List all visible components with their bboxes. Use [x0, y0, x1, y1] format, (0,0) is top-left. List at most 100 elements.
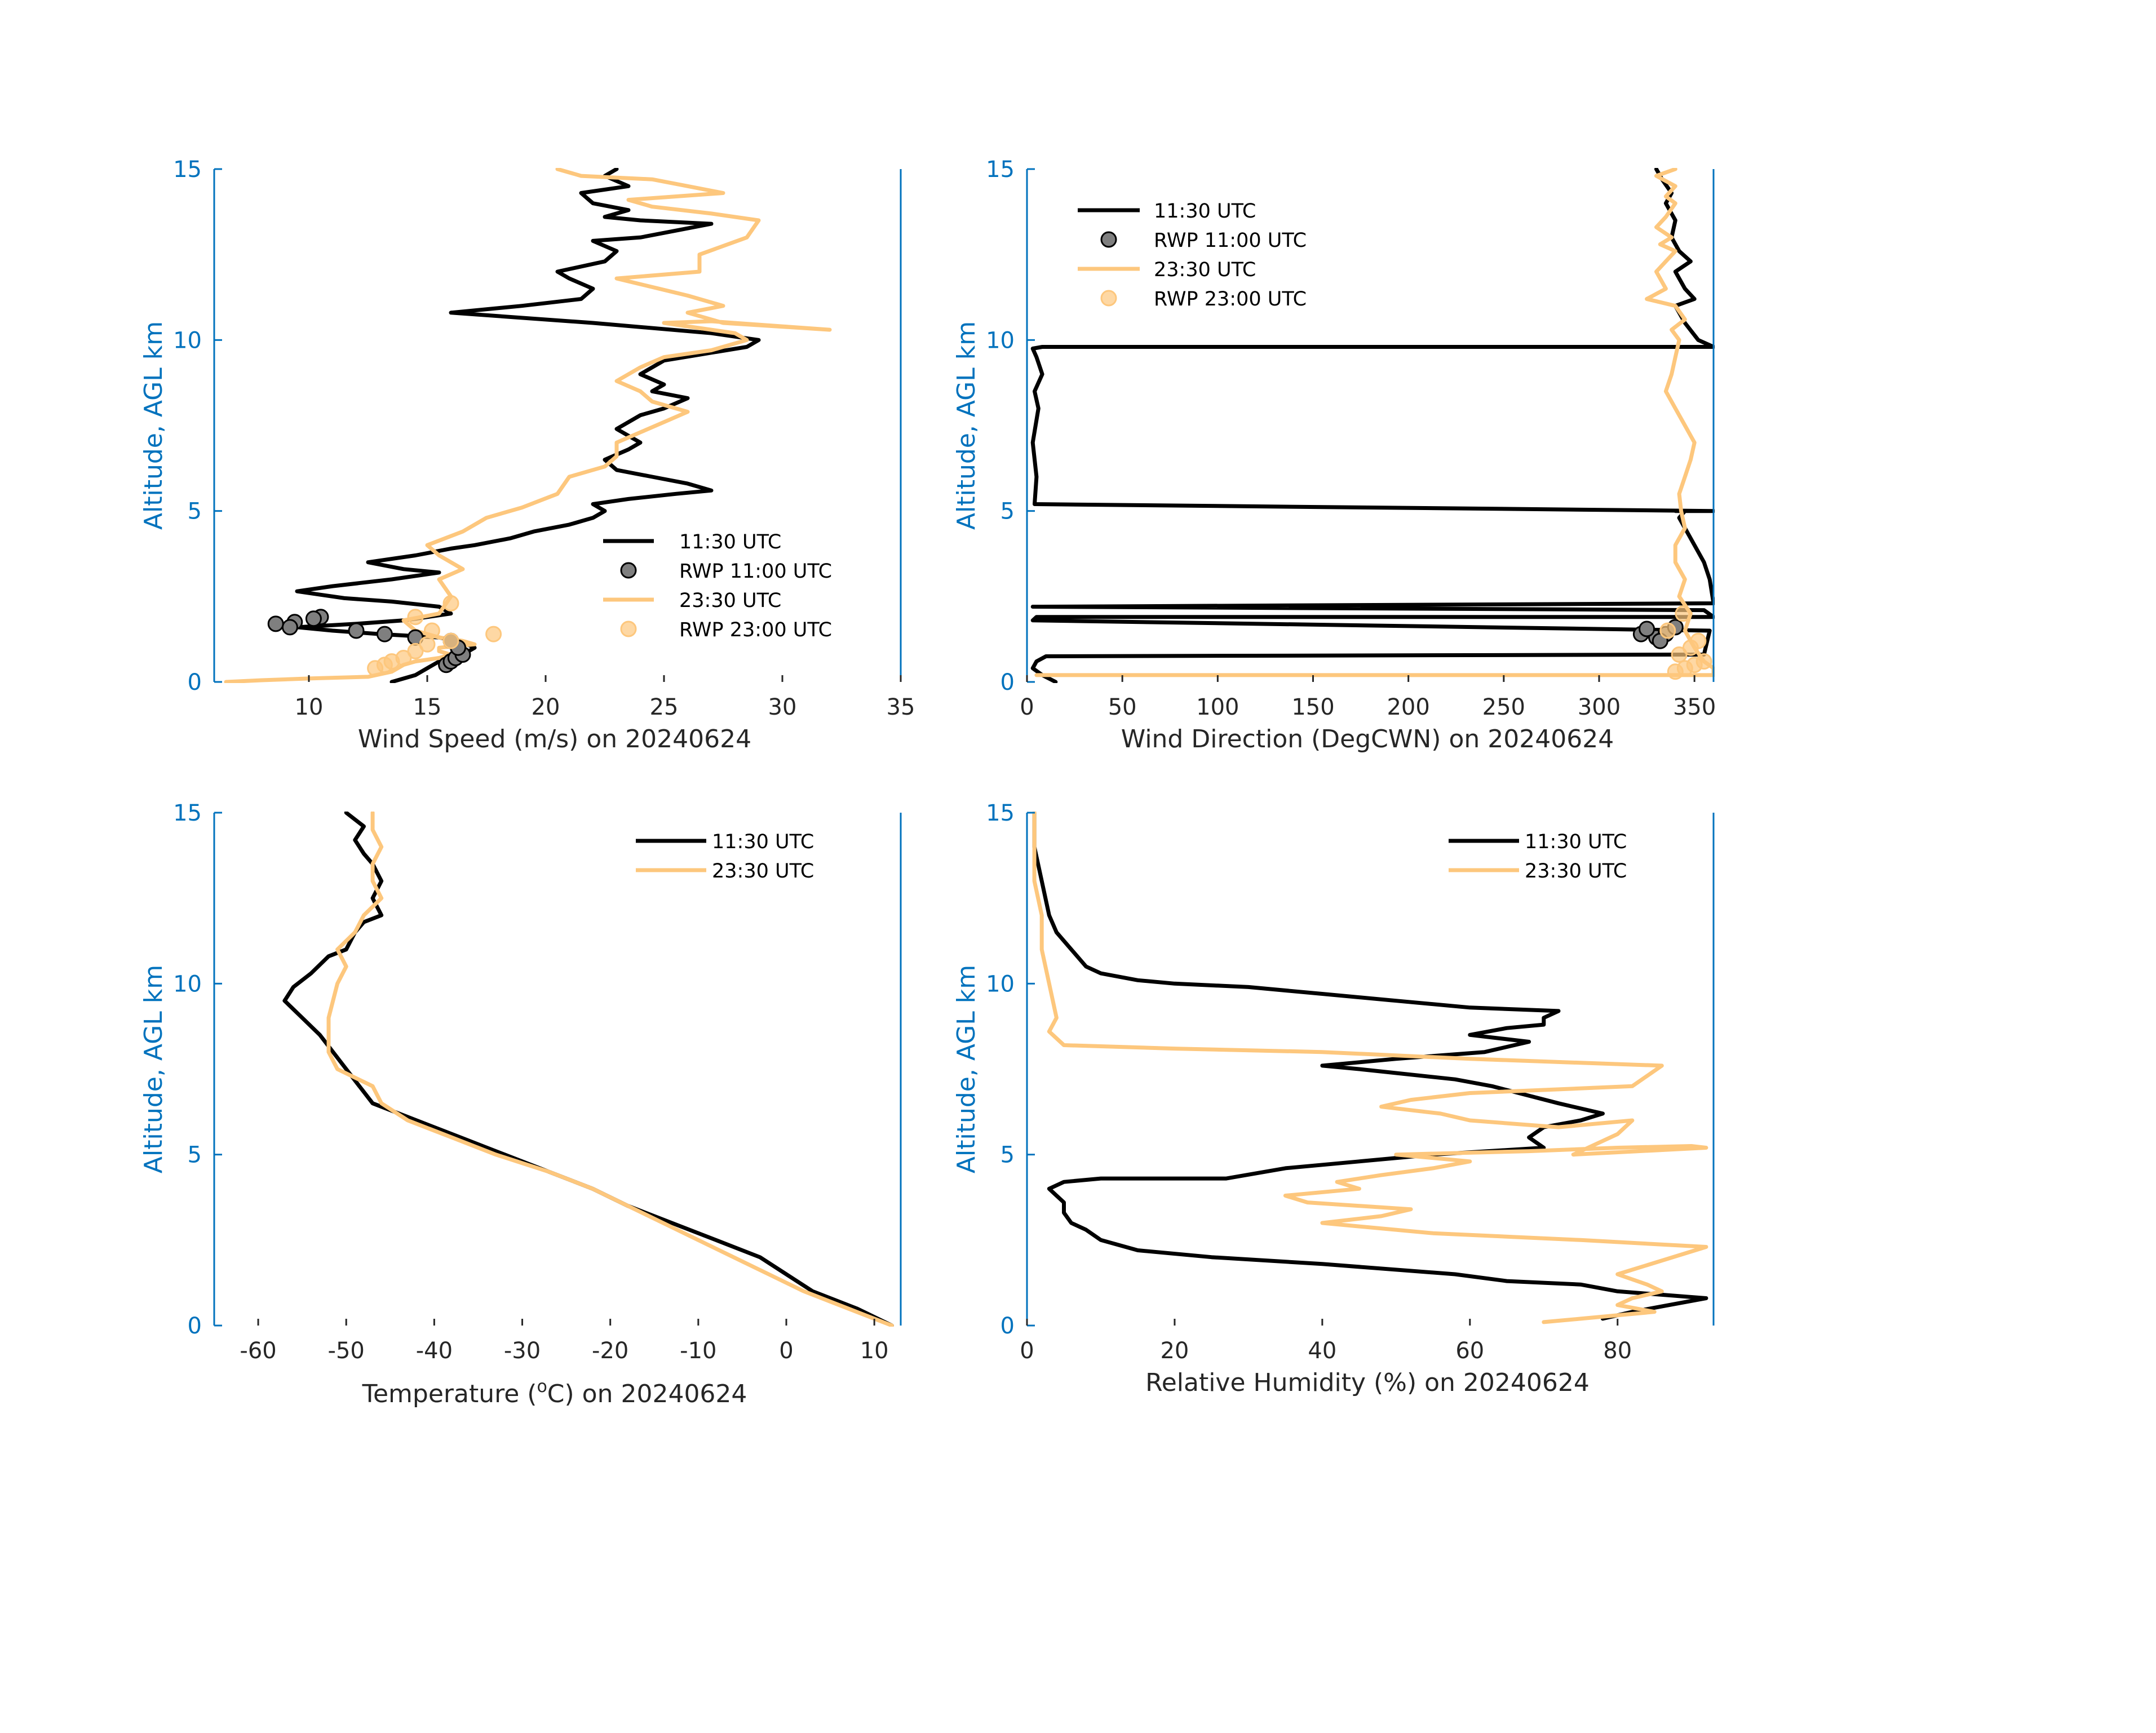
legend-label-1130: 11:30 UTC [1154, 200, 1256, 223]
legend-label-rwp-1100: RWP 11:00 UTC [1154, 229, 1307, 252]
wind-speed-series-group [224, 168, 832, 683]
wind-direction-point-rwp-23-00-utc [1695, 653, 1712, 670]
temperature-xtick-label: -30 [504, 1338, 541, 1364]
wind-speed-ylabel: Altitude, AGL km [139, 321, 168, 530]
wind-direction-xtick-label: 350 [1673, 694, 1716, 720]
legend-label-2330: 23:30 UTC [679, 590, 781, 612]
temperature-legend: 11:30 UTC 23:30 UTC [636, 831, 814, 883]
wind-direction-xtick-label: 0 [1020, 694, 1034, 720]
wind-direction-ytick-label: 10 [986, 327, 1015, 353]
relative-humidity-xtick-label: 40 [1308, 1338, 1336, 1364]
wind-speed-point-rwp-23-00-utc [407, 609, 424, 626]
relative-humidity-xtick-label: 0 [1020, 1338, 1034, 1364]
legend-marker-rwp-2300 [1100, 290, 1117, 307]
relative-humidity-line-11-30-utc [1032, 812, 1708, 1321]
temperature-xtick-label: -10 [680, 1338, 716, 1364]
relative-humidity-legend: 11:30 UTC 23:30 UTC [1449, 831, 1627, 883]
wind-direction-line-11-30-utc [1030, 168, 1715, 683]
wind-speed-xtick-label: 35 [887, 694, 915, 720]
legend-label-2330: 23:30 UTC [712, 860, 814, 883]
wind-speed-xlabel: Wind Speed (m/s) on 20240624 [358, 725, 751, 754]
wind-speed-point-rwp-23-00-utc [423, 622, 440, 639]
wind-direction-xtick-label: 300 [1578, 694, 1621, 720]
temperature-series-group [282, 812, 894, 1327]
temperature-xlabel-tail: C) on 20240624 [547, 1380, 747, 1408]
relative-humidity-xtick-label: 60 [1455, 1338, 1484, 1364]
wind-speed-point-rwp-23-00-utc [395, 650, 412, 666]
temperature-xlabel-main: Temperature ( [362, 1380, 537, 1408]
wind-speed-ytick-label: 15 [173, 157, 202, 183]
wind-direction-ytick-label: 15 [986, 157, 1015, 183]
relative-humidity-xtick-label: 20 [1160, 1338, 1189, 1364]
temperature-xtick-label: -20 [592, 1338, 628, 1364]
wind-speed-ytick-label: 5 [188, 499, 202, 525]
relative-humidity-ytick-label: 10 [986, 971, 1015, 997]
wind-speed-point-rwp-23-00-utc [442, 595, 459, 611]
wind-speed-point-rwp-11-00-utc [281, 619, 298, 636]
temperature-ylabel: Altitude, AGL km [139, 965, 168, 1173]
wind-speed-plot-area [224, 168, 832, 683]
wind-speed-xtick-label: 25 [650, 694, 679, 720]
legend-label-rwp-1100: RWP 11:00 UTC [679, 560, 832, 583]
wind-speed-point-rwp-11-00-utc [267, 615, 284, 632]
wind-direction-xtick-label: 200 [1387, 694, 1429, 720]
temperature-ytick-label: 10 [173, 971, 202, 997]
wind-speed-xtick-label: 15 [413, 694, 442, 720]
legend-label-rwp-2300: RWP 23:00 UTC [679, 619, 832, 641]
wind-direction-legend: 11:30 UTC RWP 11:00 UTC 23:30 UTC RWP 23… [1078, 200, 1307, 311]
temperature-ytick-label: 5 [188, 1142, 202, 1168]
temperature-axes: 0 5 10 15 -60 -50 -40 -30 -20 -10 0 10 [173, 800, 902, 1364]
wind-direction-point-rwp-11-00-utc [1639, 620, 1655, 637]
legend-label-1130: 11:30 UTC [679, 531, 781, 553]
relative-humidity-ytick-label: 15 [986, 800, 1015, 826]
relative-humidity-ylabel: Altitude, AGL km [952, 965, 981, 1173]
temperature-plot-area [282, 812, 894, 1327]
temperature-xtick-label: 10 [860, 1338, 889, 1364]
wind-speed-point-rwp-23-00-utc [419, 636, 436, 653]
wind-speed-point-rwp-11-00-utc [376, 626, 393, 642]
wind-direction-line-23-30-utc [1034, 168, 1715, 677]
relative-humidity-xtick-label: 80 [1603, 1338, 1632, 1364]
relative-humidity-axes: 0 5 10 15 0 20 40 60 80 [986, 800, 1715, 1364]
legend-marker-rwp-1100 [1100, 231, 1117, 248]
legend-label-rwp-2300: RWP 23:00 UTC [1154, 288, 1307, 311]
temperature-line-23-30-utc [326, 812, 894, 1327]
wind-speed-ytick-label: 10 [173, 327, 202, 353]
wind-direction-series-group [1030, 168, 1715, 683]
relative-humidity-line-23-30-utc [1032, 812, 1708, 1324]
wind-speed-xtick-label: 30 [768, 694, 797, 720]
temperature-ytick-label: 0 [188, 1313, 202, 1339]
temperature-xlabel: Temperature (oC) on 20240624 [362, 1377, 747, 1408]
relative-humidity-panel: 0 5 10 15 0 20 40 60 80 Relative Humidity (%) on… [952, 800, 1715, 1397]
wind-speed-point-rwp-23-00-utc [407, 642, 424, 659]
wind-direction-plot-area [1030, 168, 1715, 683]
temperature-ytick-label: 15 [173, 800, 202, 826]
temperature-xlabel-superscript: o [537, 1377, 547, 1397]
wind-speed-point-rwp-11-00-utc [305, 610, 322, 627]
wind-direction-xtick-label: 250 [1482, 694, 1525, 720]
wind-speed-xtick-label: 10 [295, 694, 324, 720]
legend-label-2330: 23:30 UTC [1525, 860, 1627, 883]
temperature-xtick-label: -50 [328, 1338, 365, 1364]
wind-direction-ytick-label: 5 [1000, 499, 1015, 525]
wind-direction-ylabel: Altitude, AGL km [952, 321, 981, 530]
wind-speed-xtick-label: 20 [532, 694, 560, 720]
wind-speed-legend: 11:30 UTC RWP 11:00 UTC 23:30 UTC RWP 23… [603, 531, 832, 641]
legend-marker-rwp-2300 [620, 620, 637, 637]
wind-direction-point-rwp-23-00-utc [1675, 605, 1692, 622]
legend-label-1130: 11:30 UTC [712, 831, 814, 853]
wind-direction-xtick-label: 50 [1108, 694, 1137, 720]
wind-direction-point-rwp-23-00-utc [1659, 622, 1676, 639]
relative-humidity-series-group [1032, 812, 1708, 1324]
temperature-xtick-label: 0 [779, 1338, 793, 1364]
wind-direction-xtick-label: 100 [1196, 694, 1239, 720]
relative-humidity-ytick-label: 5 [1000, 1142, 1015, 1168]
wind-speed-panel: 0 5 10 15 10 15 20 25 30 35 Wind Speed (m/s) on 2… [139, 157, 915, 754]
wind-direction-xlabel: Wind Direction (DegCWN) on 20240624 [1121, 725, 1614, 754]
wind-speed-ytick-label: 0 [188, 670, 202, 695]
relative-humidity-plot-area [1032, 812, 1708, 1324]
legend-label-1130: 11:30 UTC [1525, 831, 1627, 853]
